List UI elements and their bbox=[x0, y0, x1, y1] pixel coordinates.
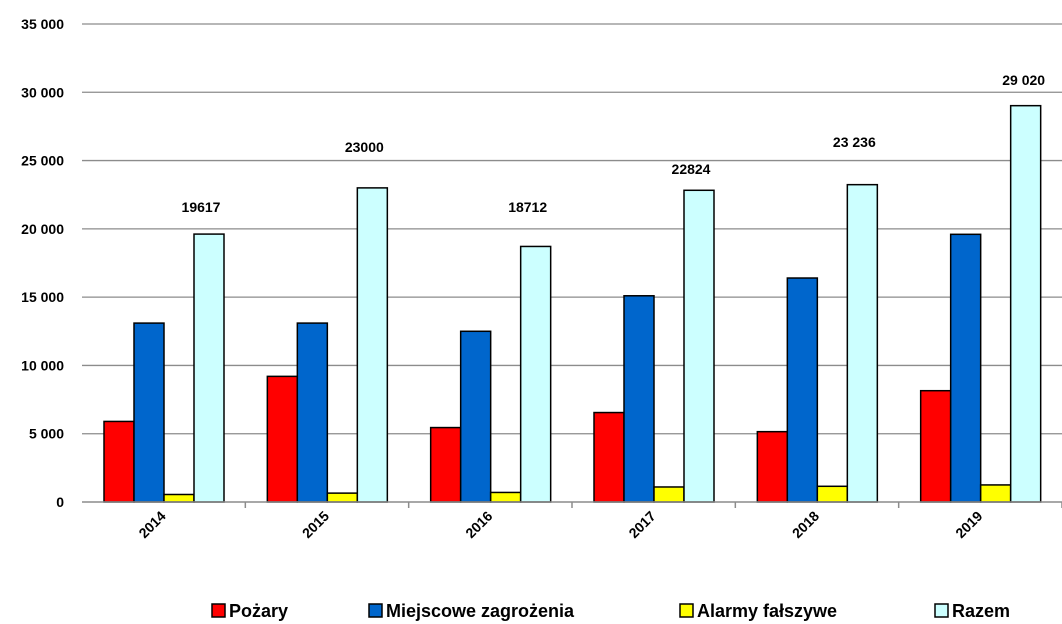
y-tick-label: 0 bbox=[56, 494, 64, 510]
legend-label: Alarmy fałszywe bbox=[697, 601, 837, 621]
x-tick-label: 2016 bbox=[462, 508, 495, 541]
bar-alarmy-fałszywe-2019 bbox=[979, 484, 1012, 503]
x-tick-label: 2017 bbox=[625, 508, 658, 541]
bar-pożary-2016 bbox=[429, 426, 462, 503]
y-tick-label: 20 000 bbox=[21, 221, 64, 237]
bar-pożary-2019 bbox=[919, 389, 952, 503]
bar-razem-2016 bbox=[519, 245, 552, 503]
gridlines bbox=[82, 23, 1062, 435]
data-label: 23 236 bbox=[833, 134, 876, 150]
bar-razem-2014 bbox=[193, 233, 225, 503]
bar-miejscowe-zagrożenia-2018 bbox=[786, 277, 819, 503]
bar-alarmy-fałszywe-2016 bbox=[489, 491, 522, 503]
data-label: 23000 bbox=[345, 139, 384, 155]
x-tick-label: 2014 bbox=[135, 508, 168, 541]
legend-swatch bbox=[934, 603, 949, 618]
category-group-2015 bbox=[266, 187, 389, 503]
y-tick-label: 15 000 bbox=[21, 289, 64, 305]
y-tick-label: 10 000 bbox=[21, 357, 64, 373]
y-tick-label: 5 000 bbox=[29, 426, 64, 442]
x-tick-label: 2015 bbox=[299, 508, 332, 541]
y-tick-label: 35 000 bbox=[21, 16, 64, 32]
x-tick-label: 2018 bbox=[789, 508, 822, 541]
bar-alarmy-fałszywe-2017 bbox=[653, 486, 685, 503]
bar-alarmy-fałszywe-2015 bbox=[326, 492, 359, 503]
legend-item: Razem bbox=[934, 601, 1010, 621]
bar-razem-2015 bbox=[356, 187, 389, 503]
legend-swatch bbox=[679, 603, 694, 618]
bar-pożary-2017 bbox=[593, 411, 625, 503]
legend-label: Razem bbox=[952, 601, 1010, 621]
bar-miejscowe-zagrożenia-2017 bbox=[623, 295, 655, 503]
category-group-2016 bbox=[429, 245, 552, 503]
legend-label: Miejscowe zagrożenia bbox=[386, 601, 575, 621]
legend: Pożary Miejscowe zagrożenia Alarmy fałszyw… bbox=[211, 601, 1010, 621]
bar-razem-2017 bbox=[683, 189, 715, 503]
bar-razem-2019 bbox=[1009, 104, 1042, 503]
category-group-2019 bbox=[919, 104, 1042, 503]
category-group-2017 bbox=[593, 189, 715, 503]
bar-miejscowe-zagrożenia-2014 bbox=[133, 322, 165, 503]
y-tick-label: 25 000 bbox=[21, 153, 64, 169]
x-axis-ticks: 2014 2015 2016 2017 2018 2019 bbox=[135, 508, 985, 541]
legend-label: Pożary bbox=[229, 601, 288, 621]
data-label: 18712 bbox=[508, 199, 547, 215]
bar-pożary-2018 bbox=[756, 430, 789, 503]
legend-item: Pożary bbox=[211, 601, 288, 621]
bar-pożary-2014 bbox=[103, 420, 135, 503]
bar-miejscowe-zagrożenia-2016 bbox=[459, 330, 492, 503]
legend-swatch bbox=[211, 603, 226, 618]
x-axis bbox=[82, 501, 1062, 508]
data-label: 29 020 bbox=[1002, 72, 1045, 88]
category-group-2014 bbox=[103, 233, 225, 503]
data-label: 22824 bbox=[672, 161, 711, 177]
data-labels: 19617 23000 18712 22824 23 236 29 020 bbox=[182, 72, 1046, 215]
bars bbox=[103, 104, 1042, 503]
bar-pożary-2015 bbox=[266, 375, 299, 503]
x-tick-label: 2019 bbox=[952, 508, 985, 541]
legend-item: Miejscowe zagrożenia bbox=[368, 601, 575, 621]
category-group-2018 bbox=[756, 183, 879, 503]
legend-item: Alarmy fałszywe bbox=[679, 601, 837, 621]
bar-alarmy-fałszywe-2018 bbox=[816, 485, 849, 503]
y-tick-label: 30 000 bbox=[21, 84, 64, 100]
bar-miejscowe-zagrożenia-2015 bbox=[296, 322, 329, 503]
bar-razem-2018 bbox=[846, 183, 879, 503]
bar-miejscowe-zagrożenia-2019 bbox=[949, 233, 982, 503]
y-axis-ticks: 0 5 000 10 000 15 000 20 000 25 000 30 000 35 0… bbox=[21, 16, 64, 510]
bar-alarmy-fałszywe-2014 bbox=[163, 493, 195, 503]
data-label: 19617 bbox=[182, 199, 221, 215]
legend-swatch bbox=[368, 603, 383, 618]
